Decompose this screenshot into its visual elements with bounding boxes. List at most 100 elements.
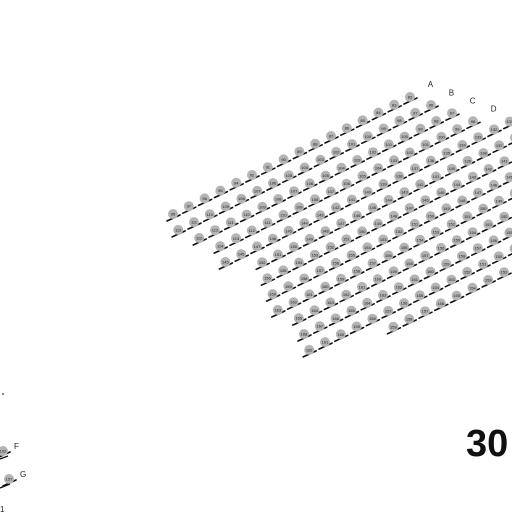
seat[interactable]: 163 [270, 305, 286, 318]
seat[interactable]: 159 [439, 258, 455, 272]
seat[interactable]: 151 [271, 249, 286, 263]
seat[interactable]: 154 [428, 282, 444, 296]
seat[interactable]: 140 [444, 163, 460, 177]
seat[interactable]: 149 [507, 244, 512, 257]
seat[interactable]: 155 [344, 250, 360, 263]
seat[interactable]: 149 [492, 195, 507, 209]
seat[interactable]: 145 [365, 202, 381, 216]
seat[interactable]: 158 [402, 258, 418, 272]
seat[interactable]: 149 [371, 218, 386, 232]
seat[interactable]: 111 [224, 217, 239, 231]
seat[interactable]: 164 [307, 305, 323, 319]
seat[interactable]: 154 [360, 242, 376, 256]
seat[interactable]: 154 [465, 282, 481, 296]
seat[interactable]: 157 [470, 243, 486, 256]
seat[interactable]: 85 [355, 115, 371, 129]
seat[interactable]: 147 [250, 241, 265, 255]
seat[interactable]: 156 [328, 257, 344, 271]
seat[interactable]: 156 [260, 273, 276, 287]
seat[interactable]: 108 [234, 193, 250, 207]
seat[interactable]: 139 [460, 155, 476, 169]
seat[interactable]: 96 [424, 100, 439, 113]
seat[interactable]: 133 [471, 132, 487, 145]
seat[interactable]: 146 [418, 195, 434, 208]
seat[interactable]: 91 [260, 162, 276, 175]
seat[interactable]: 112 [171, 224, 186, 238]
seat[interactable]: 160 [265, 289, 281, 302]
seat[interactable]: 156 [381, 250, 397, 264]
seat[interactable]: 101 [381, 139, 397, 153]
seat[interactable]: 158 [349, 266, 365, 279]
seat[interactable]: 156 [433, 298, 449, 312]
seat[interactable]: 158 [455, 251, 470, 264]
seat[interactable]: 106 [302, 178, 318, 192]
seat[interactable]: 159 [281, 281, 297, 295]
seat[interactable]: 98 [392, 115, 408, 129]
seat[interactable]: 107 [323, 186, 339, 200]
seat[interactable]: 99 [413, 123, 429, 137]
seat[interactable]: 144 [297, 218, 313, 231]
seat[interactable]: 154 [413, 234, 428, 248]
seat[interactable]: 111 [260, 217, 276, 231]
seat[interactable]: 103 [387, 155, 402, 169]
seat[interactable]: 112 [208, 225, 223, 238]
seat[interactable]: 141 [344, 194, 360, 208]
seat[interactable]: 157 [418, 306, 433, 320]
seat[interactable]: 139 [376, 179, 392, 192]
seat[interactable]: 136 [423, 155, 439, 169]
seat[interactable]: 161 [407, 274, 423, 288]
seat[interactable]: 152 [255, 257, 271, 271]
seat[interactable]: 131 [502, 116, 512, 130]
seat[interactable]: 106 [339, 178, 355, 192]
seat[interactable]: 89 [292, 146, 308, 160]
seat[interactable]: 145 [281, 225, 297, 239]
seat[interactable]: 166 [328, 313, 344, 327]
seat[interactable]: 162 [286, 297, 302, 311]
seat[interactable]: 161 [302, 289, 318, 303]
seat[interactable]: 156 [397, 298, 412, 311]
seat[interactable]: 95 [213, 185, 229, 199]
seat[interactable]: 105 [355, 170, 371, 184]
seat[interactable]: 94 [229, 177, 244, 191]
seat[interactable]: 148 [318, 226, 334, 239]
seat[interactable]: 96 [197, 193, 213, 207]
seat[interactable]: 153 [444, 274, 460, 288]
seat[interactable]: 153 [481, 219, 497, 233]
seat[interactable]: 113 [229, 233, 244, 247]
seat[interactable]: 145 [502, 172, 512, 185]
seat[interactable]: 95 [166, 209, 181, 222]
seat[interactable]: 108 [308, 194, 323, 208]
seat[interactable]: 152 [497, 211, 512, 225]
seat[interactable]: 111 [187, 217, 202, 230]
seat[interactable]: 147 [402, 203, 418, 216]
seat[interactable]: 157 [381, 305, 397, 319]
seat[interactable]: 148 [386, 210, 402, 224]
seat[interactable]: 150 [476, 203, 492, 217]
seat[interactable]: 164 [360, 297, 376, 311]
seat[interactable]: 110 [276, 209, 292, 223]
seat[interactable]: 140 [360, 186, 376, 200]
seat[interactable]: 137 [492, 140, 508, 154]
seat[interactable]: 98 [466, 116, 481, 130]
seat[interactable]: 97 [182, 201, 197, 214]
seat[interactable]: 145 [234, 249, 249, 263]
seat[interactable]: 153 [428, 227, 444, 240]
seat[interactable]: 138 [476, 148, 492, 161]
seat[interactable]: 144 [381, 194, 397, 208]
seat[interactable]: 142 [481, 164, 497, 177]
seat[interactable]: 160 [370, 274, 386, 287]
seat[interactable]: 153 [307, 249, 323, 263]
seat[interactable]: 97 [408, 107, 424, 121]
seat[interactable]: 158 [402, 314, 418, 327]
seat[interactable]: 155 [276, 265, 292, 279]
seat[interactable]: 158 [365, 313, 381, 327]
seat[interactable]: 109 [218, 201, 234, 215]
seat[interactable]: 145 [434, 187, 450, 201]
seat[interactable]: 152 [0, 446, 11, 458]
seat[interactable]: 155 [449, 235, 465, 248]
seat[interactable]: 109 [255, 201, 271, 215]
seat[interactable]: 153 [481, 275, 497, 288]
seat[interactable]: 161 [318, 337, 333, 350]
seat[interactable]: 167 [312, 321, 328, 335]
seat[interactable]: 162 [302, 344, 318, 358]
